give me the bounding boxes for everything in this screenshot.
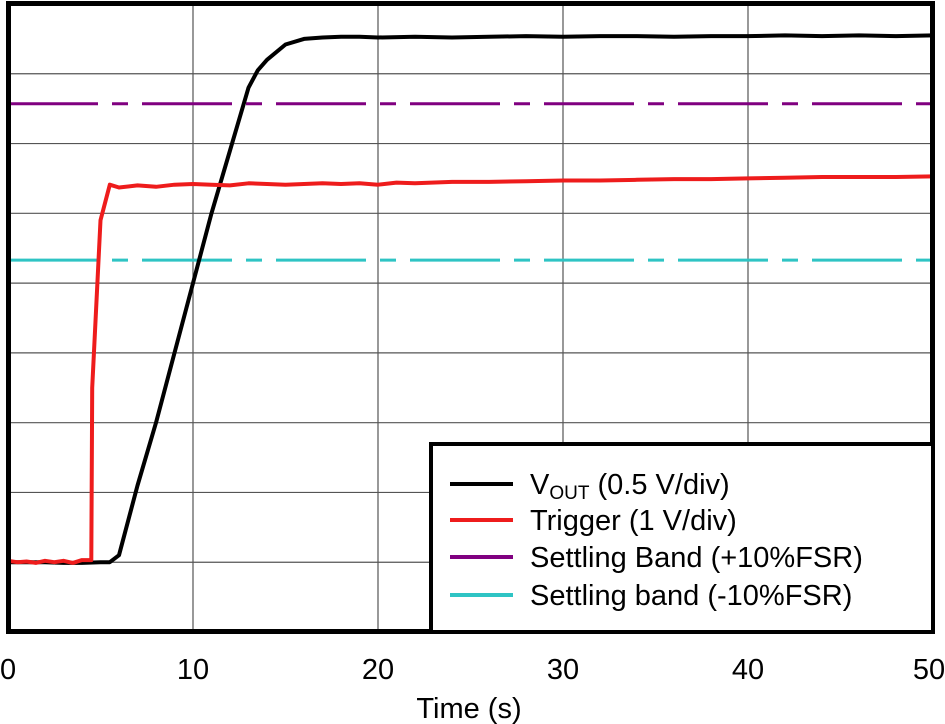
- x-tick-label: 10: [177, 654, 209, 686]
- legend-label-band_minus: Settling band (-10%FSR): [530, 580, 852, 612]
- x-tick-label: 20: [362, 654, 394, 686]
- plot-series: [7, 33, 934, 565]
- legend-box: [429, 442, 935, 634]
- series-line-vout: [8, 33, 934, 565]
- legend-label-trigger: Trigger (1 V/div): [530, 505, 737, 537]
- legend-label-vout: VOUT (0.5 V/div): [530, 469, 730, 504]
- x-tick-labels: 0 10 20 30 40 50: [0, 654, 945, 686]
- x-tick-label: 40: [732, 654, 764, 686]
- legend: VOUT (0.5 V/div)Trigger (1 V/div) Settlin…: [429, 442, 935, 634]
- x-tick-label: 50: [913, 654, 945, 686]
- series-line-trigger: [7, 174, 934, 565]
- legend-label-band_plus: Settling Band (+10%FSR): [530, 542, 863, 574]
- x-tick-label: 0: [0, 654, 16, 686]
- x-axis-title: Time (s): [416, 693, 521, 724]
- x-tick-label: 30: [547, 654, 579, 686]
